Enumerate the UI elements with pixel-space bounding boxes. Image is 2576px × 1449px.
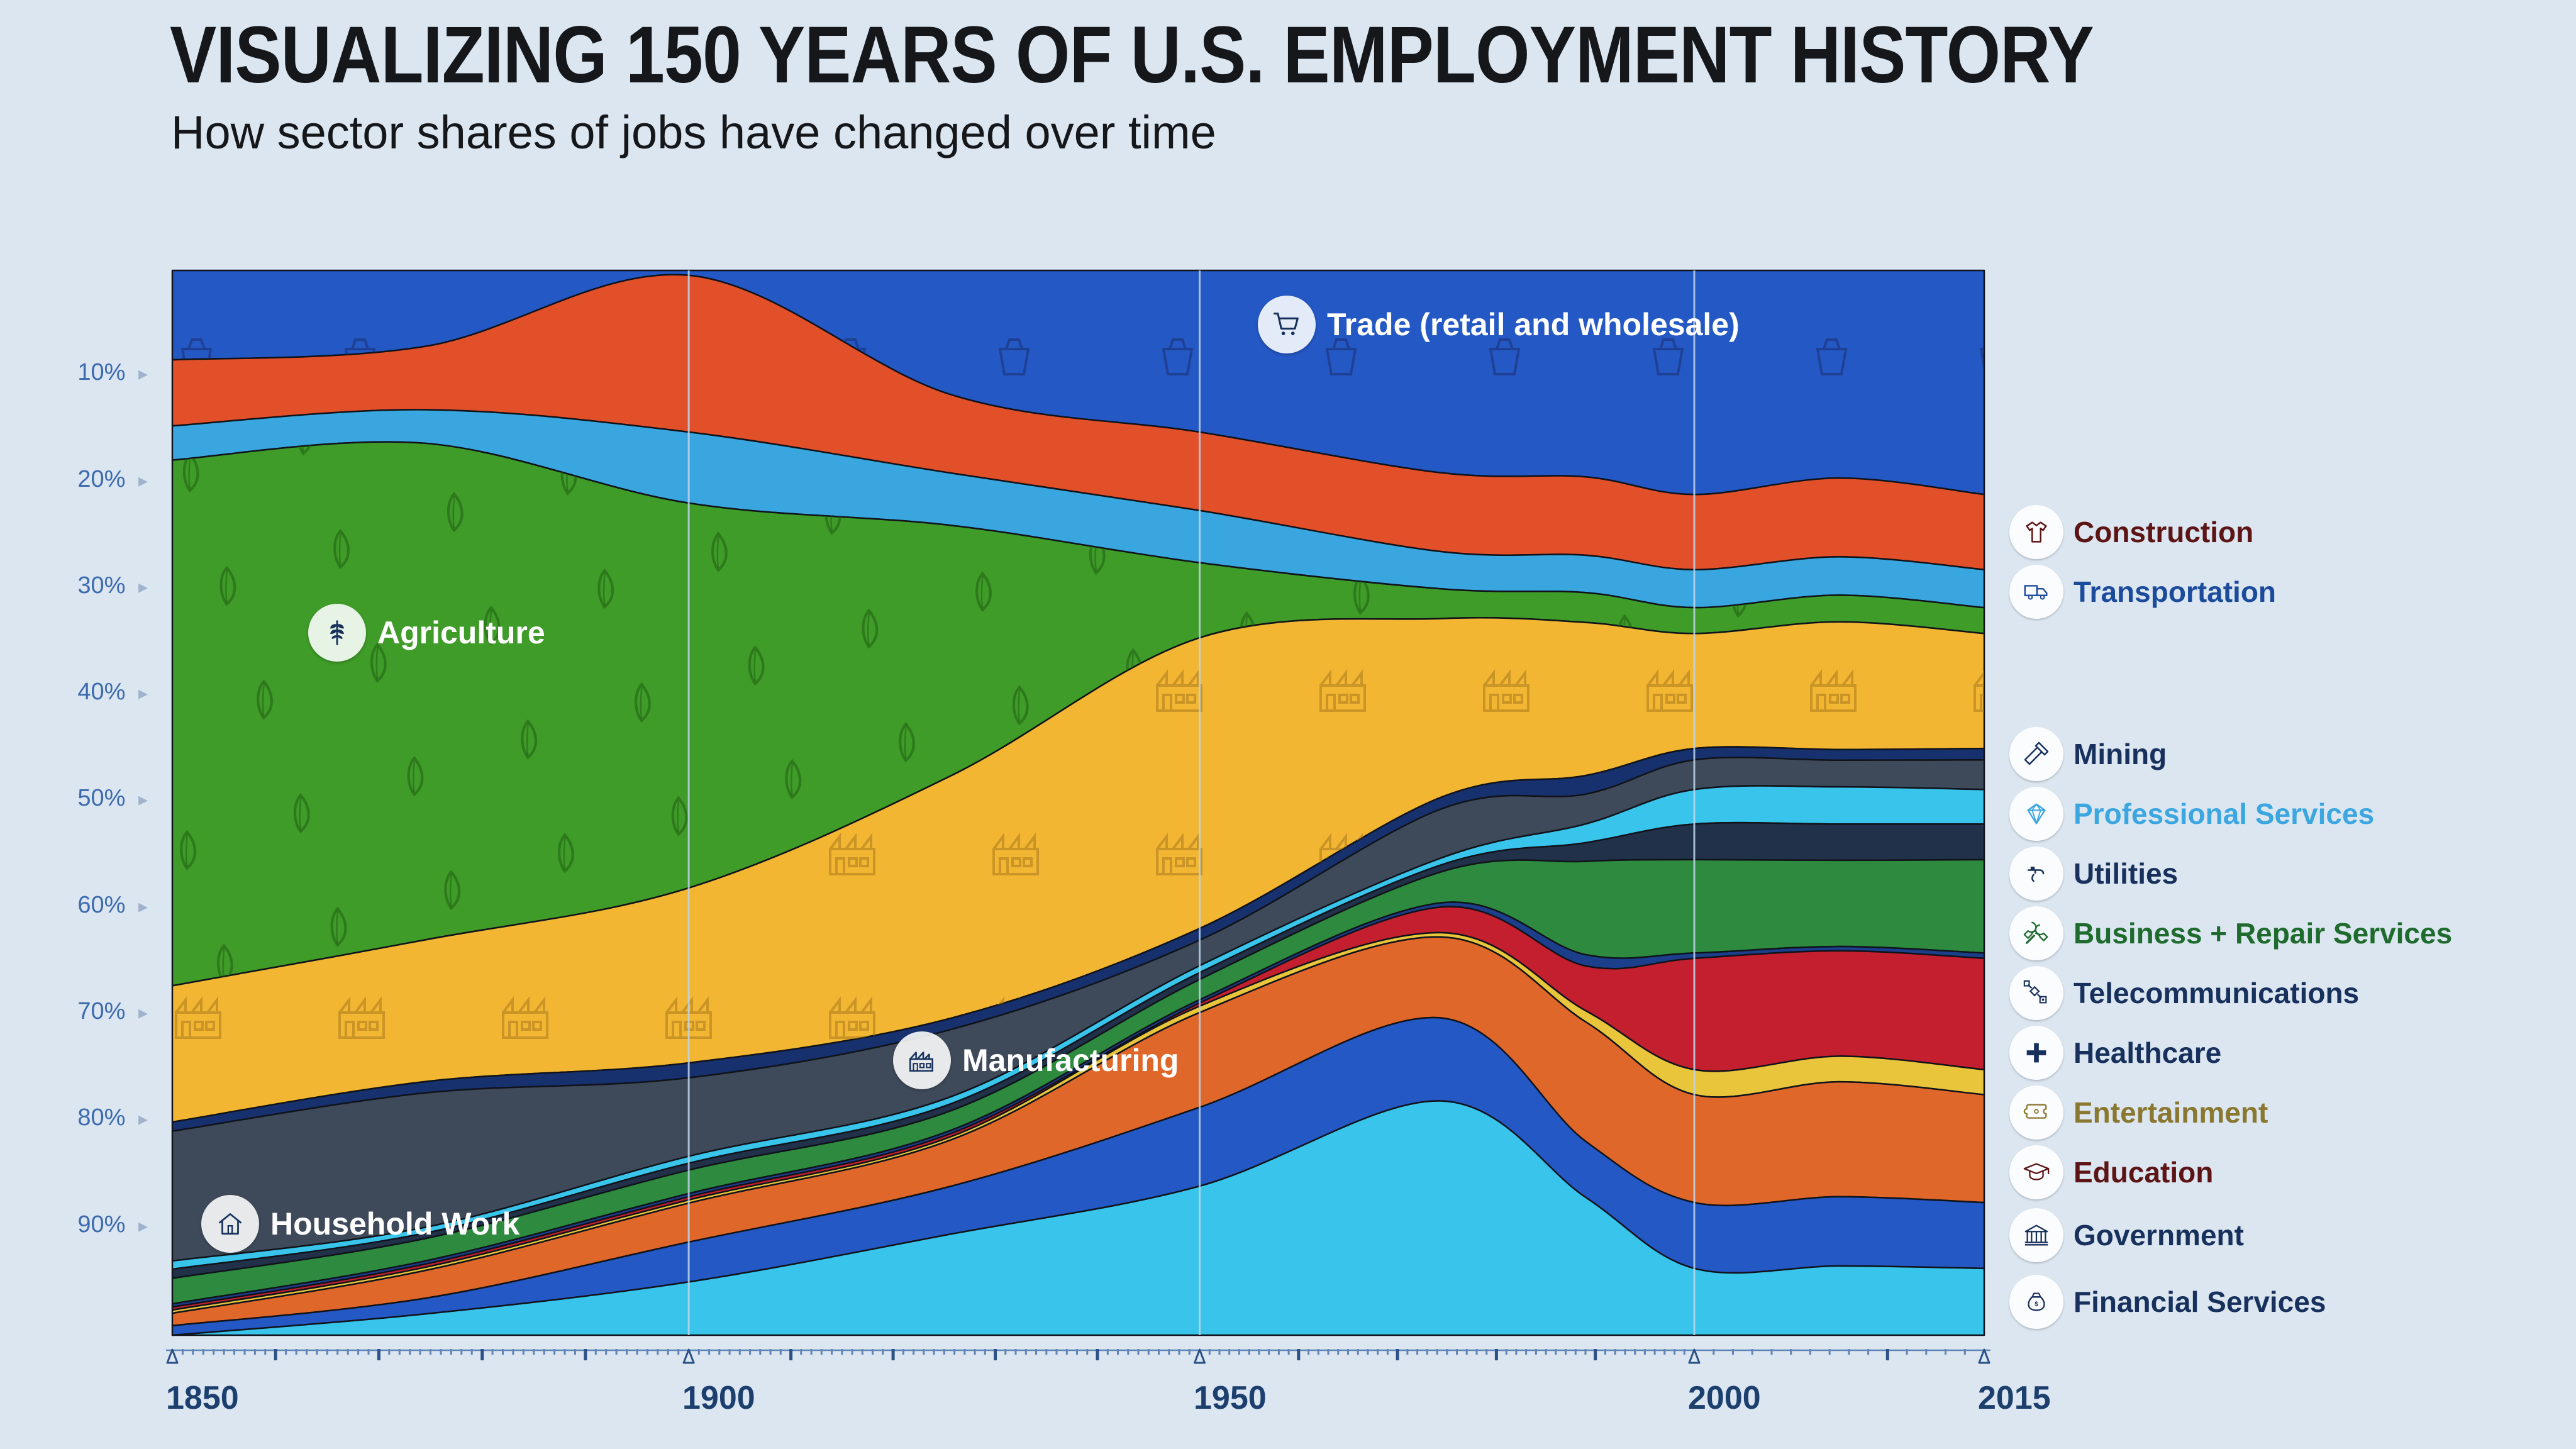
svg-text:$: $	[2035, 1301, 2038, 1308]
